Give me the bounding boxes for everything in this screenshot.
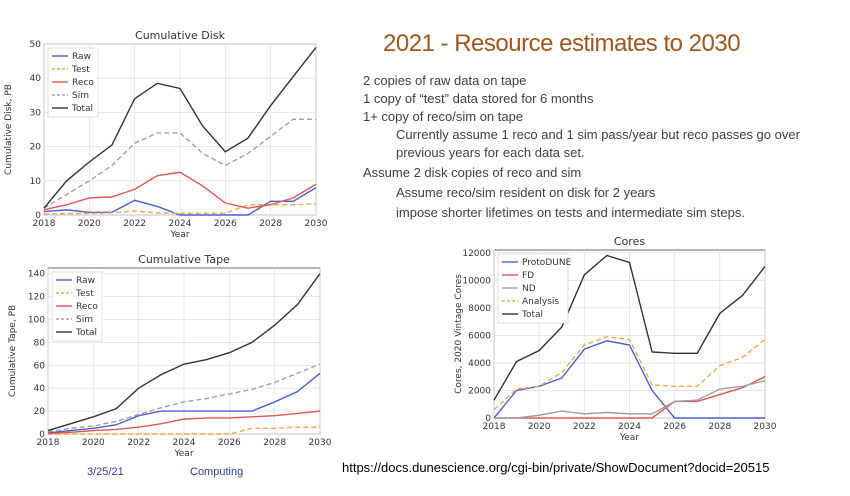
x-tick-label: 2018 bbox=[483, 422, 506, 432]
x-tick-label: 2026 bbox=[214, 219, 237, 229]
footer-date: 3/25/21 bbox=[87, 466, 124, 478]
legend-label: Reco bbox=[72, 78, 94, 88]
legend: Raw Test Reco Sim Total bbox=[51, 271, 103, 342]
series-line-test bbox=[48, 426, 320, 435]
x-tick-label: 2022 bbox=[573, 422, 596, 432]
x-tick-label: 2026 bbox=[663, 422, 686, 432]
y-tick-label: 30 bbox=[30, 108, 42, 118]
y-tick-label: 20 bbox=[34, 407, 46, 417]
legend-label: Analysis bbox=[522, 297, 559, 307]
series-line-total bbox=[47, 273, 321, 432]
y-tick-label: 12000 bbox=[462, 249, 491, 259]
y-tick-label: 40 bbox=[30, 74, 42, 84]
x-tick-label: 2030 bbox=[309, 438, 332, 448]
y-tick-label: 8000 bbox=[468, 304, 491, 314]
y-tick-label: 80 bbox=[34, 338, 46, 348]
x-tick-label: 2028 bbox=[259, 219, 282, 229]
x-tick-label: 2028 bbox=[263, 438, 286, 448]
x-tick-label: 2024 bbox=[618, 422, 641, 432]
x-axis-label: Year bbox=[619, 433, 639, 443]
y-tick-label: 140 bbox=[28, 270, 45, 280]
legend-label: Raw bbox=[76, 276, 95, 286]
legend-label: FD bbox=[522, 271, 534, 281]
x-axis-label: Year bbox=[173, 449, 193, 459]
sub-bullet-item: Assume reco/sim resident on disk for 2 y… bbox=[396, 185, 656, 200]
series-line-reco bbox=[43, 171, 317, 211]
y-tick-label: 4000 bbox=[468, 359, 491, 369]
series-line-analysis bbox=[493, 336, 766, 411]
sub-bullet-item: Currently assume 1 reco and 1 sim pass/y… bbox=[396, 127, 800, 160]
y-axis-label: Cores, 2020 Vintage Cores bbox=[454, 274, 464, 394]
legend-label: Test bbox=[71, 65, 90, 75]
legend-label: Total bbox=[521, 310, 543, 320]
legend-label: Raw bbox=[72, 52, 91, 62]
x-tick-label: 2018 bbox=[33, 219, 56, 229]
x-tick-label: 2020 bbox=[528, 422, 551, 432]
y-tick-label: 0 bbox=[35, 211, 41, 221]
y-axis-label: Cumulative Tape, PB bbox=[8, 305, 18, 397]
footer-topic: Computing bbox=[190, 466, 244, 478]
y-tick-label: 6000 bbox=[468, 331, 491, 341]
series-line-raw bbox=[43, 187, 317, 216]
cumulative-tape-chart: Cumulative Tape 2018 2020 2022 2024 2026 2028 2… bbox=[8, 253, 332, 459]
y-tick-label: 40 bbox=[34, 384, 46, 394]
x-tick-label: 2020 bbox=[78, 219, 101, 229]
cumulative-disk-chart: Cumulative Disk 2018 2020 2022 2024 2026 2028 2… bbox=[4, 29, 328, 240]
y-tick-label: 10 bbox=[30, 177, 42, 187]
x-tick-label: 2030 bbox=[305, 219, 328, 229]
y-tick-label: 60 bbox=[34, 361, 46, 371]
y-tick-label: 20 bbox=[30, 143, 42, 153]
y-axis-label: Cumulative Disk, PB bbox=[4, 84, 14, 175]
legend: Raw Test Reco Sim Total bbox=[47, 47, 99, 118]
series-line-sim bbox=[43, 118, 316, 209]
x-tick-label: 2024 bbox=[169, 219, 192, 229]
legend-label: Reco bbox=[76, 302, 98, 312]
legend-label: Total bbox=[71, 104, 93, 114]
series-line-protodune bbox=[493, 340, 765, 419]
x-tick-label: 2018 bbox=[37, 438, 60, 448]
legend-label: Total bbox=[75, 328, 97, 338]
series-line-sim bbox=[47, 363, 321, 433]
y-tick-label: 10000 bbox=[462, 276, 491, 286]
chart-title: Cores bbox=[614, 235, 645, 248]
x-tick-label: 2030 bbox=[754, 422, 777, 432]
x-axis-label: Year bbox=[169, 230, 189, 240]
slide-title: 2021 - Resource estimates to 2030 bbox=[383, 30, 741, 57]
cores-chart: Cores 2018 2020 2022 2024 2026 2028 2030 0 2000 40… bbox=[454, 235, 777, 443]
legend-label: Sim bbox=[72, 91, 89, 101]
legend-label: Sim bbox=[76, 315, 93, 325]
bullet-list: 2 copies of raw data on tape 1 copy of “… bbox=[363, 72, 843, 222]
series-line-raw bbox=[47, 372, 321, 434]
series-line-total bbox=[43, 46, 317, 209]
x-tick-label: 2022 bbox=[127, 438, 150, 448]
y-tick-label: 2000 bbox=[468, 386, 491, 396]
bullet-item: 1+ copy of reco/sim on tape bbox=[363, 109, 524, 124]
chart-title: Cumulative Tape bbox=[138, 253, 230, 266]
document-link[interactable]: https://docs.dunescience.org/cgi-bin/pri… bbox=[342, 460, 770, 475]
legend-label: ND bbox=[522, 284, 536, 294]
bullet-item: Assume 2 disk copies of reco and sim bbox=[363, 165, 582, 180]
y-tick-label: 120 bbox=[28, 293, 45, 303]
series-line-reco bbox=[47, 410, 321, 435]
y-tick-label: 0 bbox=[485, 414, 491, 424]
legend-label: ProtoDUNE bbox=[522, 258, 572, 268]
series-line-fd bbox=[494, 376, 766, 419]
x-tick-label: 2026 bbox=[218, 438, 241, 448]
x-tick-label: 2020 bbox=[82, 438, 105, 448]
series-line-nd bbox=[494, 380, 766, 419]
x-tick-label: 2024 bbox=[173, 438, 196, 448]
series-line-total bbox=[493, 254, 766, 401]
y-tick-label: 50 bbox=[30, 40, 42, 50]
chart-title: Cumulative Disk bbox=[135, 29, 226, 42]
y-tick-label: 0 bbox=[39, 430, 45, 440]
sub-bullet-item: impose shorter lifetimes on tests and in… bbox=[396, 205, 745, 220]
legend-label: Test bbox=[75, 289, 94, 299]
bullet-item: 2 copies of raw data on tape bbox=[363, 73, 527, 88]
y-tick-label: 100 bbox=[28, 316, 45, 326]
legend: ProtoDUNE FD ND Analysis Total bbox=[497, 253, 572, 324]
x-tick-label: 2022 bbox=[123, 219, 146, 229]
x-tick-label: 2028 bbox=[708, 422, 731, 432]
bullet-item: 1 copy of “test” data stored for 6 month… bbox=[363, 91, 594, 106]
